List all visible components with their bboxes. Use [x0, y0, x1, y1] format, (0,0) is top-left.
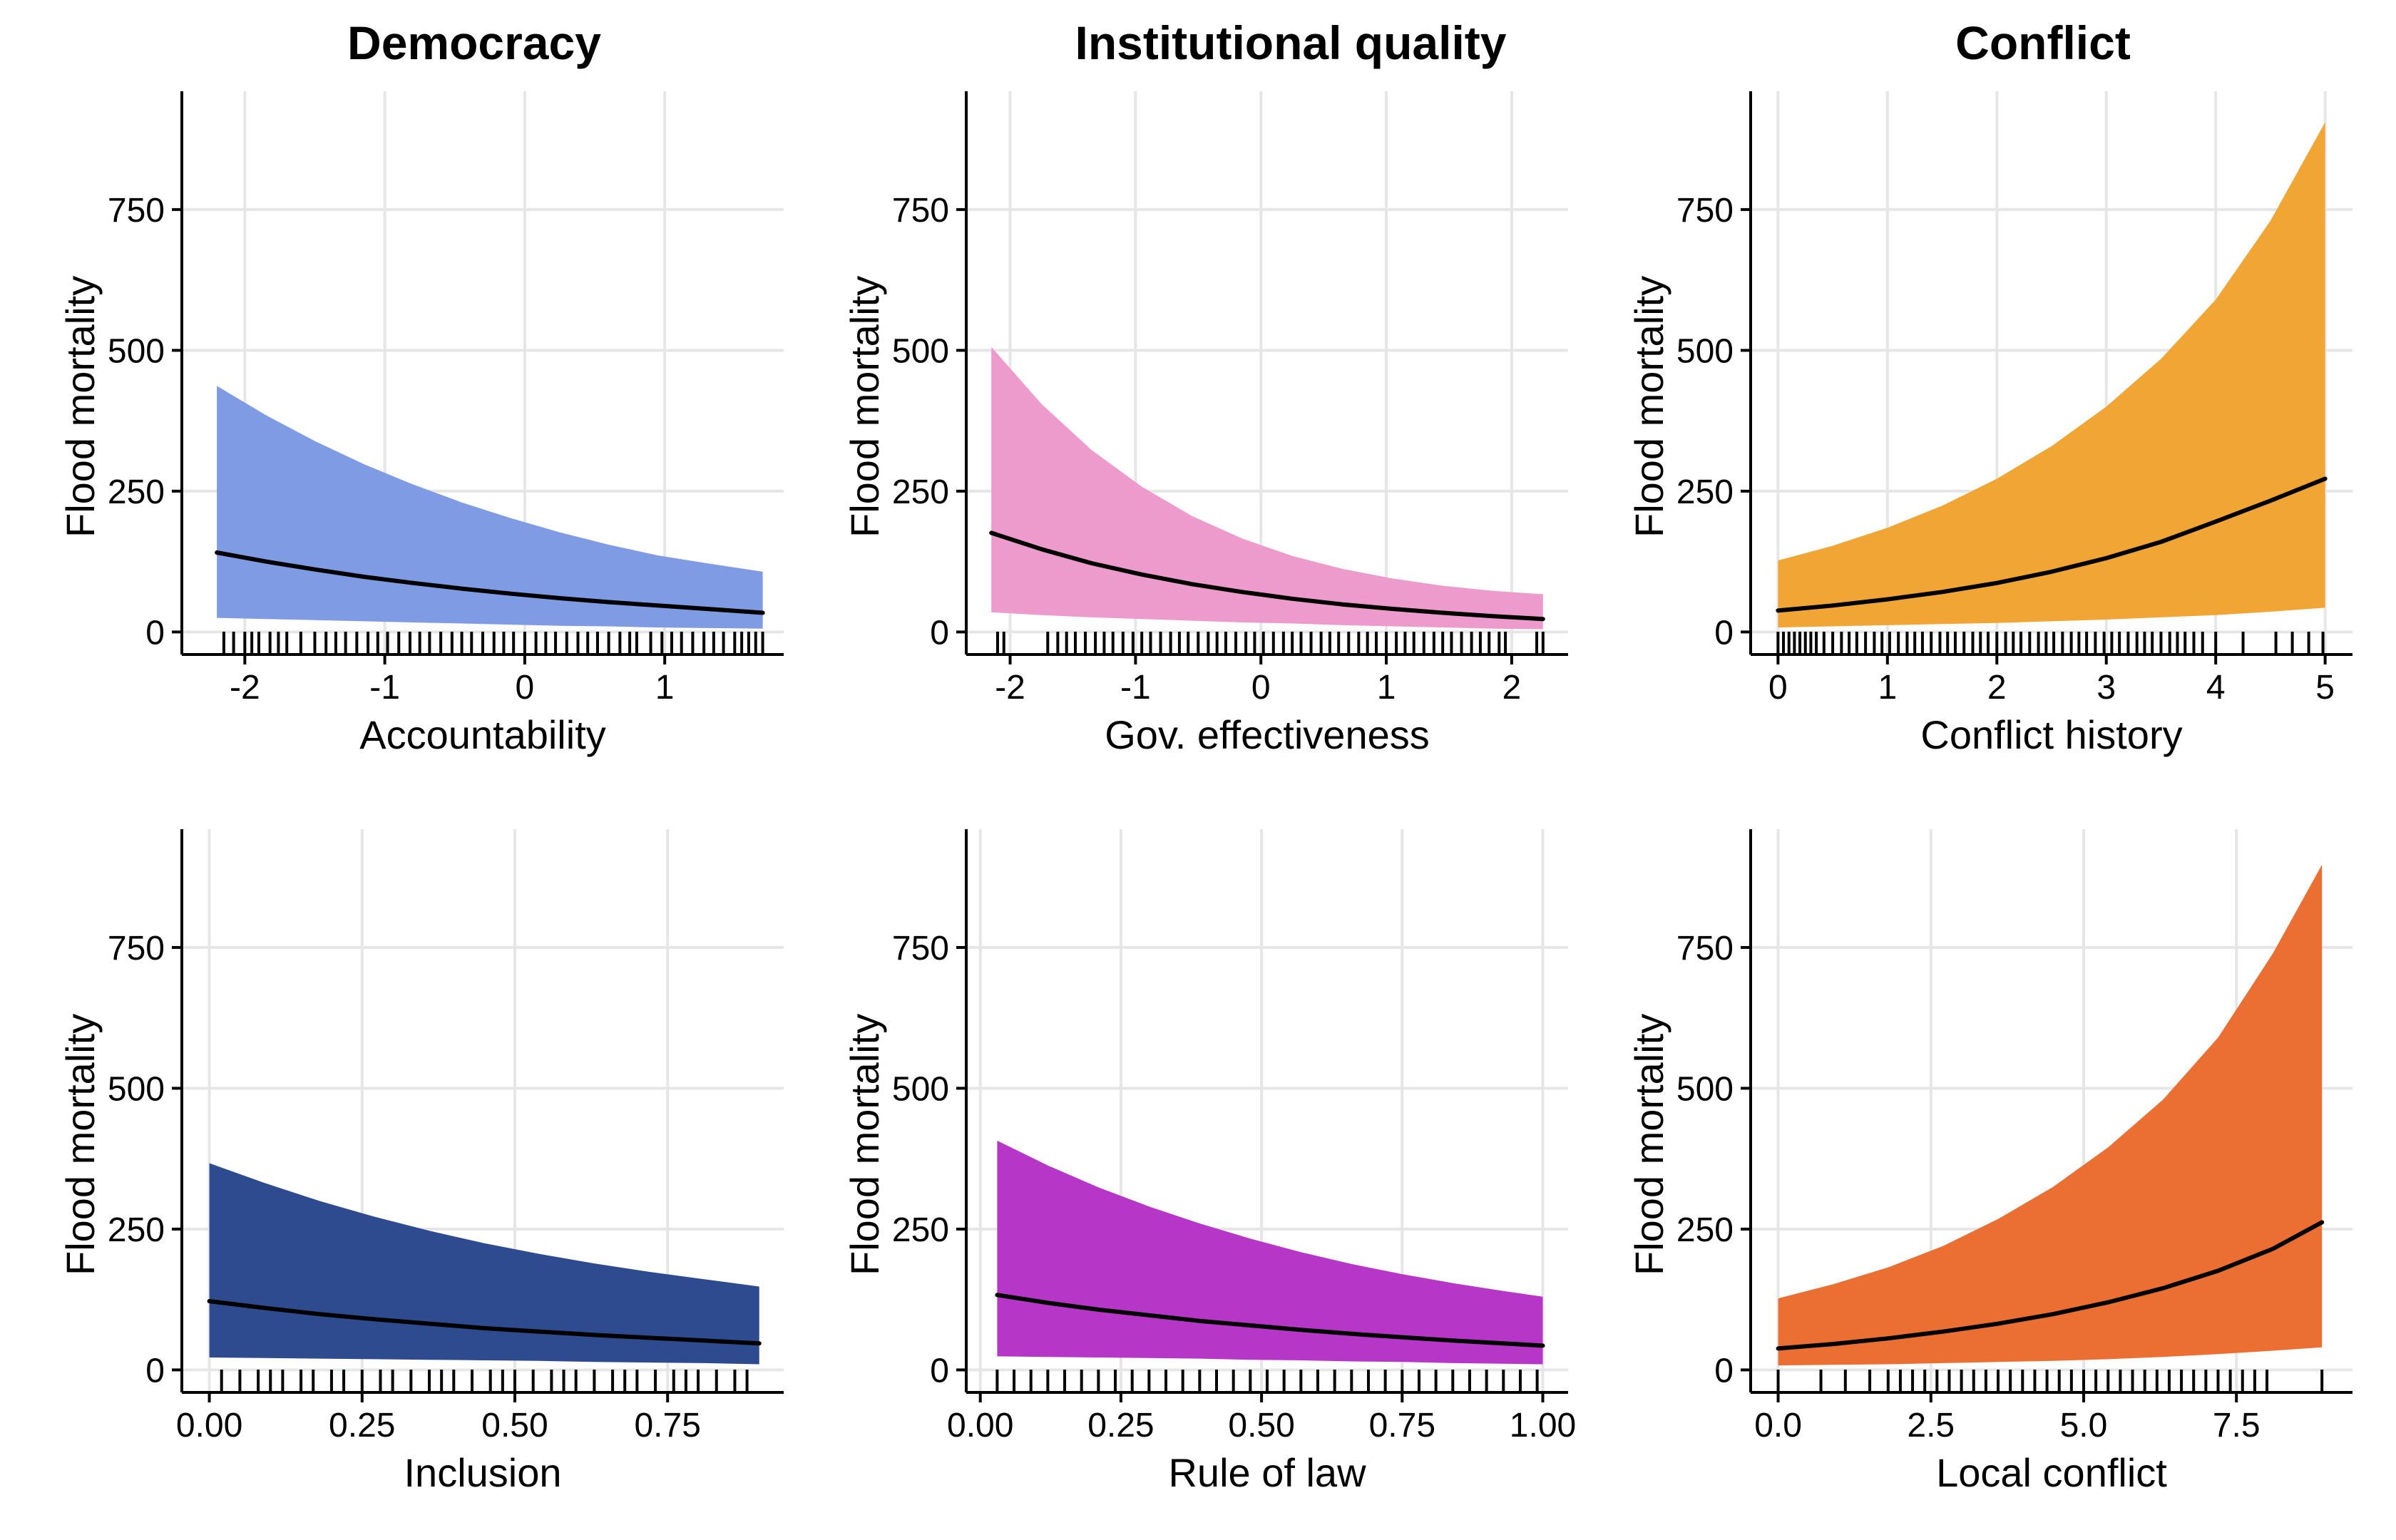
x-tick-label: 0.50 [1228, 1407, 1294, 1444]
y-tick-label: 250 [108, 473, 165, 511]
y-axis-title: Flood mortality [1627, 1014, 1671, 1275]
x-tick-label: 0 [1768, 669, 1788, 707]
estimate-line [1776, 476, 2328, 613]
y-tick-label: 0 [930, 614, 949, 652]
x-tick-label: 0.75 [634, 1407, 700, 1444]
y-tick-label: 500 [892, 1070, 949, 1108]
x-tick-label: 1 [1878, 669, 1897, 707]
x-tick-label: 0.00 [176, 1407, 242, 1444]
x-tick-label: -1 [1120, 669, 1151, 707]
y-axis-title: Flood mortality [842, 1014, 887, 1275]
x-tick-label: 2 [1502, 669, 1522, 707]
x-tick-label: 0 [1251, 669, 1271, 707]
x-axis-title: Inclusion [404, 1450, 561, 1495]
x-axis-title: Local conflict [1936, 1450, 2167, 1495]
x-tick-label: 4 [2206, 669, 2226, 707]
panel-1: 0 250 500 750 -2 -1 0 1 Accountability Flood mort… [58, 91, 784, 757]
y-tick-label: 500 [1676, 332, 1734, 370]
x-axis-title: Conflict history [1920, 712, 2182, 757]
column-title-democracy: Democracy [347, 16, 601, 69]
x-tick-label: 0.25 [1087, 1407, 1154, 1444]
column-title-conflict: Conflict [1955, 16, 2131, 69]
panel-6: 0 250 500 750 0.0 2.5 5.0 7.5 Local conflict Floo… [1627, 829, 2353, 1495]
y-tick-label: 750 [108, 192, 165, 230]
y-tick-label: 750 [892, 192, 949, 230]
x-tick-label: 0.00 [947, 1407, 1013, 1444]
x-tick-label: 0.50 [481, 1407, 548, 1444]
y-tick-label: 500 [892, 332, 949, 370]
y-axis-title: Flood mortality [58, 276, 103, 538]
x-tick-label: 2.5 [1907, 1407, 1955, 1444]
panel-5: 0 250 500 750 0.00 0.25 0.50 0.75 1.00 Rule of la… [842, 829, 1576, 1495]
y-tick-label: 750 [1676, 930, 1734, 967]
x-tick-label: 1 [655, 669, 675, 707]
estimate-line [215, 550, 765, 615]
y-tick-label: 250 [1676, 473, 1734, 511]
y-tick-label: 750 [892, 930, 949, 967]
panel-4: 0 250 500 750 0.00 0.25 0.50 0.75 Inclusion Flood… [58, 829, 784, 1495]
confidence-band [991, 346, 1543, 630]
estimate-line [989, 530, 1545, 622]
y-tick-label: 250 [892, 473, 949, 511]
column-title-institutional-quality: Institutional quality [1075, 16, 1507, 69]
y-tick-label: 0 [1714, 1352, 1734, 1390]
y-axis-title: Flood mortality [1627, 276, 1671, 538]
y-tick-label: 750 [108, 930, 165, 967]
panel-3: 0 250 500 750 0 1 2 3 4 5 Conflict history Flood mo… [1627, 91, 2353, 757]
x-tick-label: 1 [1377, 669, 1396, 707]
x-tick-label: 0 [516, 669, 535, 707]
confidence-band [217, 386, 763, 629]
y-axis-title: Flood mortality [842, 276, 887, 538]
estimate-line [995, 1293, 1545, 1348]
x-tick-label: -1 [369, 669, 400, 707]
x-axis-title: Accountability [359, 712, 606, 757]
x-tick-label: 0.75 [1369, 1407, 1435, 1444]
y-tick-label: 500 [1676, 1070, 1734, 1108]
x-tick-label: 5 [2315, 669, 2335, 707]
y-axis-title: Flood mortality [58, 1014, 103, 1275]
x-axis-title: Gov. effectiveness [1105, 712, 1430, 757]
y-tick-label: 0 [1714, 614, 1734, 652]
x-axis-title: Rule of law [1168, 1450, 1366, 1495]
confidence-band [997, 1140, 1543, 1365]
estimate-line [207, 1299, 762, 1346]
x-tick-label: 3 [2096, 669, 2116, 707]
confidence-band [1778, 864, 2323, 1366]
x-tick-label: 2 [1987, 669, 2007, 707]
confidence-band [1778, 122, 2325, 628]
y-tick-label: 750 [1676, 192, 1734, 230]
x-tick-label: -2 [230, 669, 260, 707]
x-tick-label: -2 [995, 669, 1025, 707]
y-tick-label: 0 [145, 1352, 165, 1390]
y-tick-label: 500 [108, 1070, 165, 1108]
x-tick-label: 7.5 [2213, 1407, 2261, 1444]
x-tick-label: 0.0 [1754, 1407, 1802, 1444]
y-tick-label: 0 [145, 614, 165, 652]
y-tick-label: 250 [1676, 1211, 1734, 1249]
panel-2: 0 250 500 750 -2 -1 0 1 2 Gov. effectiveness Flood… [842, 91, 1568, 757]
x-tick-label: 5.0 [2060, 1407, 2108, 1444]
estimate-line [1776, 1220, 2325, 1351]
confidence-band [209, 1163, 759, 1365]
x-tick-label: 0.25 [329, 1407, 395, 1444]
y-tick-label: 250 [108, 1211, 165, 1249]
y-tick-label: 250 [892, 1211, 949, 1249]
y-tick-label: 500 [108, 332, 165, 370]
y-tick-label: 0 [930, 1352, 949, 1390]
x-tick-label: 1.00 [1510, 1407, 1576, 1444]
